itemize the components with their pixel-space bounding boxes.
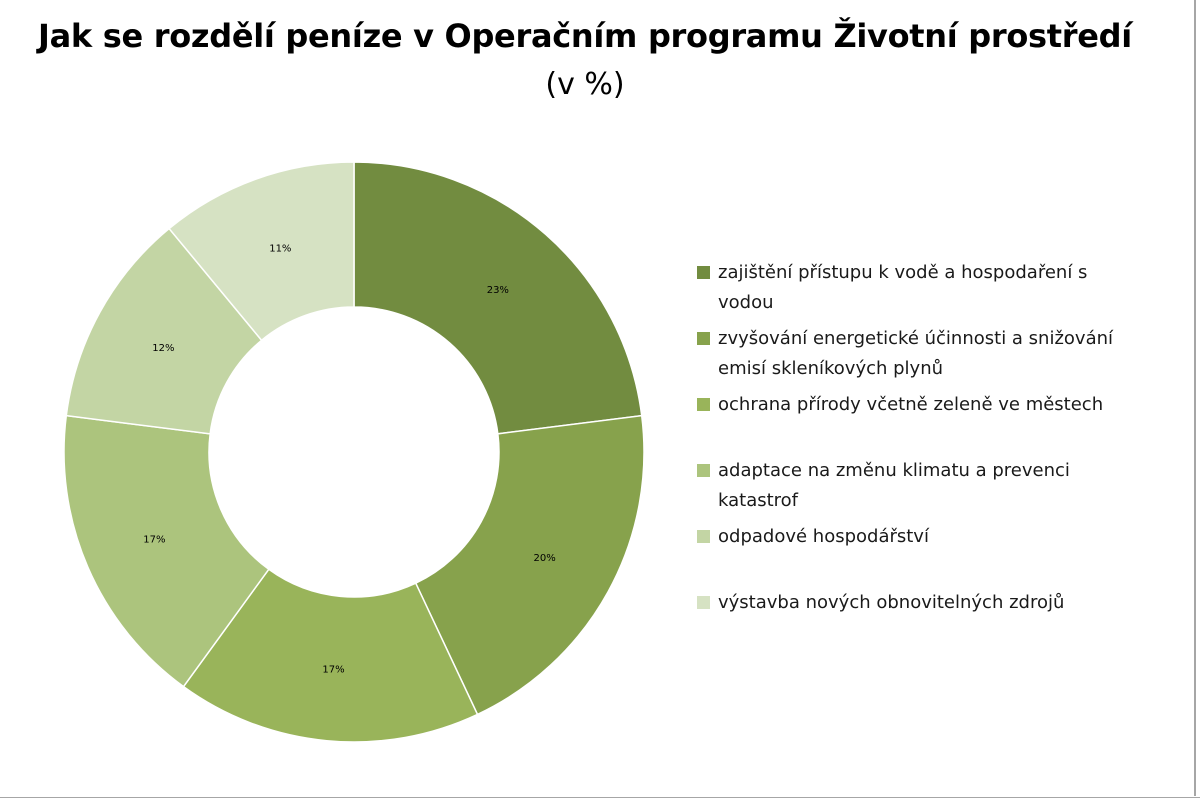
donut-slice-2 bbox=[414, 414, 645, 716]
frame-right-border bbox=[1194, 0, 1196, 796]
legend-label: zajištění přístupu k vodě a hospodaření … bbox=[718, 262, 1088, 313]
data-label-5: 12% bbox=[152, 343, 174, 354]
donut-slices bbox=[63, 161, 645, 743]
legend-item-4: adaptace na změnu klimatu a prevenci kat… bbox=[697, 456, 1148, 516]
legend-swatch bbox=[697, 530, 710, 543]
donut-slice-1 bbox=[353, 161, 643, 435]
legend-swatch bbox=[697, 332, 710, 345]
donut-slice-6 bbox=[168, 161, 355, 342]
legend-swatch bbox=[697, 398, 710, 411]
legend-item-2: zvyšování energetické účinnosti a snižov… bbox=[697, 324, 1148, 384]
chart-subtitle: (v %) bbox=[545, 67, 625, 102]
legend-swatch bbox=[697, 464, 710, 477]
legend-label: ochrana přírody včetně zeleně ve městech bbox=[718, 394, 1104, 415]
donut-slice-5 bbox=[65, 227, 263, 435]
chart-title: Jak se rozdělí peníze v Operačním progra… bbox=[38, 17, 1132, 55]
donut-slice-4 bbox=[63, 414, 270, 688]
data-label-2: 20% bbox=[533, 553, 555, 564]
legend-swatch bbox=[697, 596, 710, 609]
legend-swatch bbox=[697, 266, 710, 279]
frame-bottom-border bbox=[0, 797, 1200, 798]
donut-slice-3 bbox=[182, 568, 479, 743]
legend-item-6: výstavba nových obnovitelných zdrojů bbox=[697, 588, 1148, 618]
legend-label: odpadové hospodářství bbox=[718, 526, 929, 547]
data-label-3: 17% bbox=[322, 665, 344, 676]
legend-item-5: odpadové hospodářství bbox=[697, 522, 1148, 552]
data-label-4: 17% bbox=[143, 534, 165, 545]
data-label-6: 11% bbox=[269, 243, 291, 254]
legend-label: výstavba nových obnovitelných zdrojů bbox=[718, 592, 1065, 613]
legend-item-3: ochrana přírody včetně zeleně ve městech bbox=[697, 390, 1148, 420]
data-label-1: 23% bbox=[487, 285, 509, 296]
legend-item-1: zajištění přístupu k vodě a hospodaření … bbox=[697, 258, 1148, 318]
donut-data-labels: 23% 20% 17% 17% 12% 11% bbox=[143, 243, 555, 675]
legend-label: zvyšování energetické účinnosti a snižov… bbox=[718, 328, 1114, 379]
legend-label: adaptace na změnu klimatu a prevenci kat… bbox=[718, 460, 1070, 511]
